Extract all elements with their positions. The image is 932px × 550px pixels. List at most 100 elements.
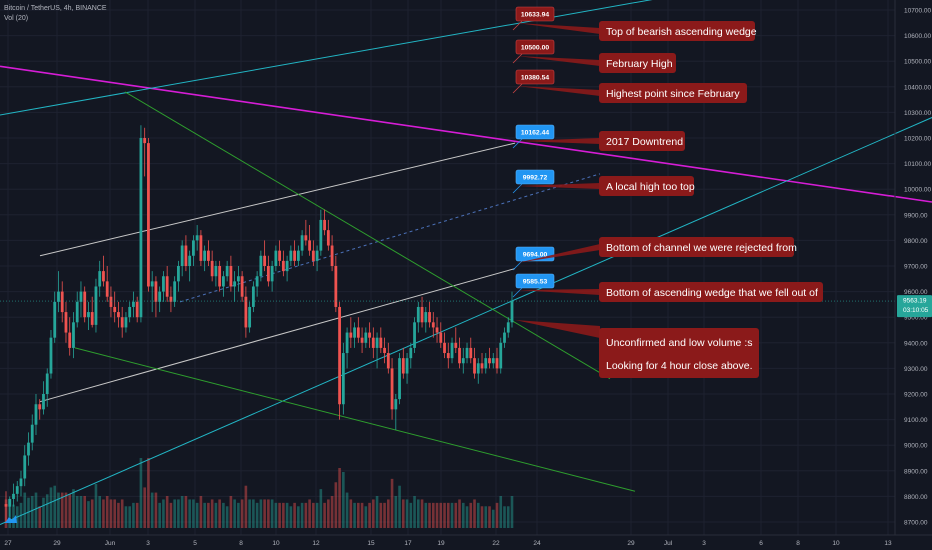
time-tick-label: 5 — [193, 540, 197, 547]
candle — [319, 209, 323, 256]
candle-body — [90, 312, 94, 325]
chart-header: Bitcoin / TetherUS, 4h, BINANCE Vol (20) — [4, 4, 107, 24]
price-tick-label: 10100.00 — [904, 161, 931, 168]
candle — [30, 414, 34, 451]
candle — [266, 255, 270, 287]
volume-bar — [375, 496, 379, 528]
volume-bar — [154, 492, 158, 528]
volume-bar — [431, 502, 435, 528]
volume-bar — [446, 502, 450, 528]
price-tick-label: 9400.00 — [904, 340, 928, 347]
price-callout-value: 10162.44 — [521, 130, 550, 137]
candle — [259, 250, 263, 282]
annotations: 10633.94 10500.00 10380.54 10162.44 9992.72 9… — [512, 6, 823, 378]
price-callout: 9694.00 — [512, 246, 555, 271]
annotation-connector — [517, 23, 600, 34]
candle-body — [379, 337, 383, 348]
candle — [503, 327, 506, 348]
candle-body — [102, 271, 105, 282]
candle — [499, 337, 503, 374]
candle-body — [240, 276, 244, 297]
candle-body — [158, 291, 162, 302]
volume-bar — [169, 502, 173, 528]
candle-body — [207, 250, 210, 261]
annotation-connector — [517, 138, 600, 144]
volume-bar — [75, 496, 79, 528]
price-callout-value: 9585.53 — [523, 279, 548, 286]
candle — [285, 255, 289, 282]
candle — [90, 296, 94, 328]
trendline-green-down-2 — [74, 347, 636, 492]
candle — [23, 445, 27, 487]
price-tick-label: 9500.00 — [904, 315, 928, 322]
candle — [162, 271, 165, 302]
volume-bar — [443, 502, 446, 528]
price-callout-pointer — [512, 260, 523, 271]
candle — [398, 353, 401, 405]
volume-bar — [420, 499, 424, 528]
volume-bar — [233, 499, 236, 528]
candle — [461, 347, 465, 374]
annotation-text: 2017 Downtrend — [606, 136, 683, 148]
price-tick-label: 10000.00 — [904, 187, 931, 194]
candle — [38, 399, 42, 420]
candle-body — [364, 332, 368, 343]
candle-body — [128, 306, 132, 318]
candle — [150, 271, 154, 313]
candle — [105, 266, 109, 302]
candle-body — [87, 312, 90, 318]
price-callout-box — [515, 39, 555, 55]
candle — [476, 358, 480, 384]
volume-bar — [428, 502, 431, 528]
candle-body — [349, 332, 353, 338]
candle-body — [398, 358, 401, 400]
candle-body — [60, 291, 64, 313]
time-tick-label: 29 — [53, 540, 61, 547]
time-tick-label: Jun — [105, 540, 116, 547]
candle-body — [117, 312, 120, 318]
candles — [4, 125, 514, 522]
grid-lines — [0, 0, 895, 535]
candle-body — [281, 260, 285, 272]
candle — [255, 271, 259, 297]
volume-bar — [79, 496, 83, 528]
candle-body — [180, 245, 184, 266]
price-tick-label: 9600.00 — [904, 289, 928, 296]
annotation-box — [599, 83, 747, 103]
annotation: Bottom of channel we were rejected from — [517, 237, 797, 263]
candle — [394, 394, 398, 430]
volume-bar — [113, 499, 116, 528]
annotation-text: Looking for 4 hour close above. — [606, 360, 753, 372]
price-callout: 10162.44 — [512, 124, 555, 149]
candle-body — [225, 266, 229, 277]
volume-bar — [210, 499, 214, 528]
candle-body — [465, 347, 469, 359]
tradingview-logo-icon[interactable] — [4, 513, 18, 525]
candle — [27, 432, 30, 466]
candle — [281, 250, 285, 277]
volume-bar — [60, 492, 64, 528]
candle-body — [458, 347, 461, 364]
candle — [173, 276, 177, 307]
candle — [465, 342, 469, 364]
time-tick-label: Jul — [664, 540, 673, 547]
volume-bar — [143, 487, 146, 528]
candle — [169, 286, 173, 313]
volume-bar — [405, 499, 409, 528]
volume-bar — [297, 506, 300, 528]
volume-bar — [327, 499, 330, 528]
volume-bar — [308, 499, 311, 528]
annotation-text: Highest point since February — [606, 88, 740, 100]
volume-bar — [218, 499, 221, 528]
volume-bar — [424, 502, 428, 528]
candle — [8, 496, 12, 517]
candle-body — [98, 271, 102, 287]
time-tick-label: 22 — [492, 540, 500, 547]
candle-body — [233, 281, 237, 287]
candle-body — [450, 342, 454, 359]
candle-body — [431, 322, 435, 328]
candle — [184, 235, 188, 272]
candle-body — [334, 266, 338, 307]
volume-bar — [379, 502, 383, 528]
